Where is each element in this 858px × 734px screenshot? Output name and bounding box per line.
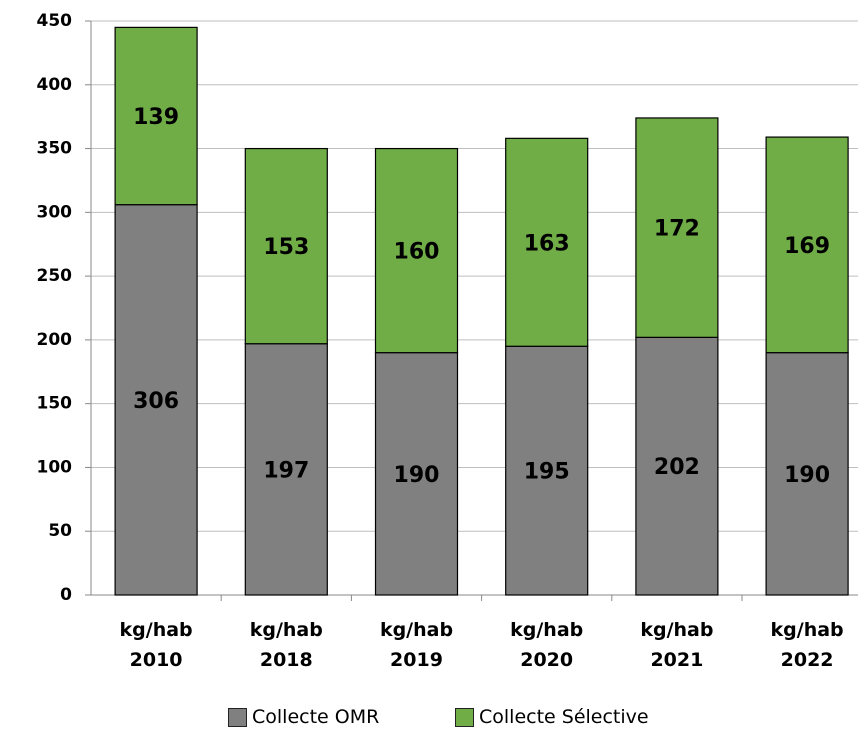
data-label: 153	[263, 235, 309, 260]
legend-swatch	[455, 707, 474, 727]
x-tick-label: kg/hab 2021	[640, 619, 714, 671]
data-label: 172	[654, 217, 700, 242]
bar-segment	[114, 204, 198, 596]
x-tick-label: kg/hab 2019	[379, 619, 454, 671]
data-label: 160	[394, 240, 440, 265]
x-tick-label: kg/hab 2018	[249, 619, 323, 671]
y-tick-label: 350	[37, 139, 73, 159]
bar-segment	[374, 147, 459, 354]
legend-item: Collecte Sélective	[455, 706, 649, 728]
bar-segment	[505, 345, 589, 596]
data-label: 190	[394, 463, 440, 488]
data-label: 139	[133, 105, 179, 130]
y-tick-label: 400	[37, 75, 73, 95]
x-tick-label: kg/hab 2020	[510, 619, 584, 671]
data-label: 190	[784, 463, 830, 488]
legend-label: Collecte OMR	[252, 706, 380, 728]
y-tick-label: 250	[37, 266, 73, 286]
y-tick-label: 300	[37, 202, 73, 222]
bar-segment	[505, 137, 589, 347]
bar-segment	[374, 352, 459, 596]
bar-segment	[244, 147, 328, 345]
x-tick-label: kg/hab 2010	[119, 619, 193, 671]
bar-segment	[765, 352, 849, 596]
bar-segment	[114, 26, 198, 206]
y-tick-label: 0	[60, 585, 72, 605]
bar-segment	[765, 136, 849, 354]
legend-swatch	[228, 707, 247, 727]
y-tick-label: 50	[48, 521, 72, 541]
y-tick-label: 100	[37, 457, 73, 477]
bar-segment	[244, 343, 328, 596]
data-label: 197	[263, 458, 309, 483]
y-tick-label: 450	[37, 11, 73, 31]
bar-segment	[635, 117, 719, 338]
x-tick-label: kg/hab 2022	[770, 619, 844, 671]
data-label: 169	[784, 234, 830, 259]
legend-item: Collecte OMR	[228, 706, 379, 728]
data-label: 163	[524, 231, 570, 256]
data-label: 202	[654, 455, 700, 480]
bar-segment	[635, 336, 719, 596]
legend-label: Collecte Sélective	[479, 706, 649, 728]
data-label: 306	[133, 389, 179, 414]
y-tick-label: 150	[37, 394, 73, 414]
data-label: 195	[524, 460, 570, 485]
y-tick-label: 200	[37, 330, 73, 350]
